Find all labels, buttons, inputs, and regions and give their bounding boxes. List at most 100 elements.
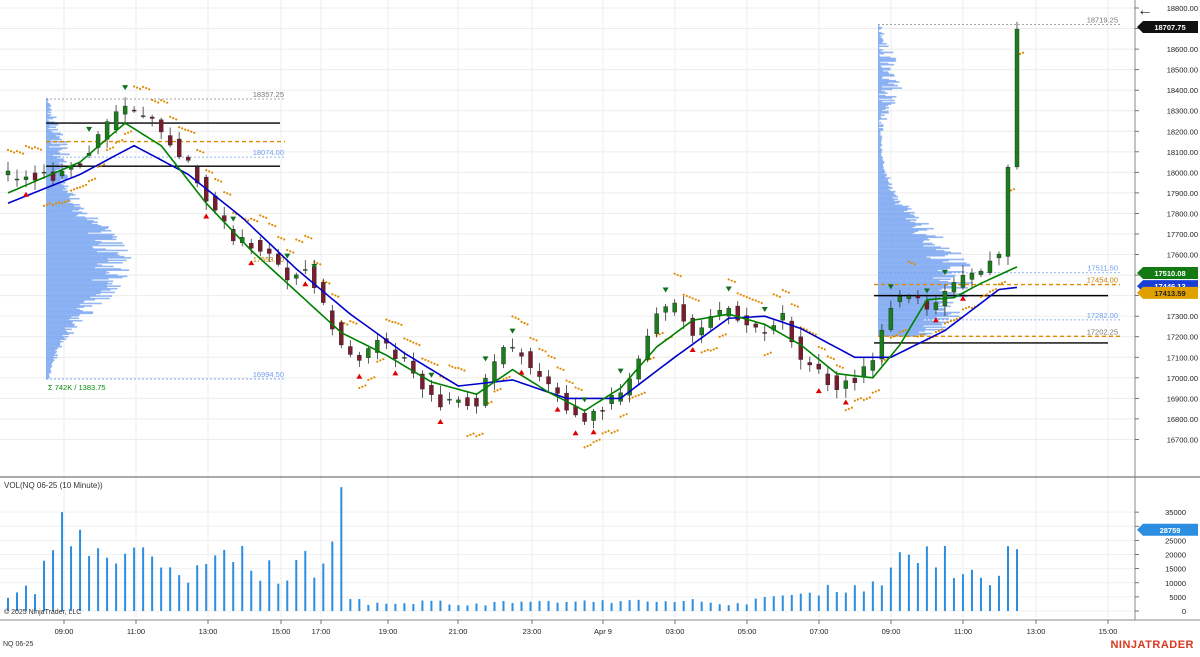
candle-body xyxy=(825,373,831,385)
profile-bar-session1 xyxy=(46,365,53,368)
profile-bar-session1 xyxy=(46,162,59,164)
volume-bar xyxy=(331,541,334,611)
psar-dot xyxy=(676,273,679,277)
profile-bar-session2 xyxy=(878,185,891,188)
candle-body xyxy=(357,354,362,361)
profile-bar-session1 xyxy=(46,374,50,376)
time-axis-label: 07:00 xyxy=(810,627,829,636)
profile-bar-session2 xyxy=(878,156,883,158)
psar-dot xyxy=(160,99,163,102)
profile-bar-session1 xyxy=(46,269,130,271)
volume-bar xyxy=(1006,546,1009,611)
candle-body xyxy=(131,109,137,112)
profile-bar-session1 xyxy=(46,189,63,191)
psar-dot xyxy=(151,98,154,102)
psar-dot xyxy=(163,100,166,103)
profile-bar-session2 xyxy=(878,203,896,205)
profile-bar-session2 xyxy=(878,291,952,294)
profile-bar-session1 xyxy=(46,224,102,227)
psar-dot xyxy=(400,323,403,326)
psar-dot xyxy=(769,351,772,354)
volume-bar xyxy=(295,559,298,611)
profile-bar-session2 xyxy=(878,305,951,308)
volume-bar xyxy=(529,601,532,611)
psar-dot xyxy=(63,200,67,204)
candle-body xyxy=(780,313,785,321)
profile-bar-session1 xyxy=(46,349,56,352)
profile-bar-session2 xyxy=(878,177,891,179)
psar-dot xyxy=(673,272,676,275)
psar-dot xyxy=(111,146,115,149)
profile-bar-session1 xyxy=(46,310,83,312)
psar-dot xyxy=(1021,51,1025,54)
volume-bar xyxy=(250,570,253,611)
candle-body xyxy=(474,397,479,407)
profile-bar-session1 xyxy=(46,335,69,338)
sell-signal-marker xyxy=(581,397,588,403)
time-axis-label: 23:00 xyxy=(523,627,542,636)
profile-bar-session1 xyxy=(46,120,50,122)
copyright-text: © 2025 NinjaTrader, LLC xyxy=(4,609,82,616)
profile-bar-session2 xyxy=(878,314,949,316)
profile-bar-session2 xyxy=(878,109,883,112)
profile-bar-session2 xyxy=(878,155,882,157)
profile-bar-session2 xyxy=(878,26,883,29)
psar-dot xyxy=(748,297,751,300)
volume-bar xyxy=(133,547,136,611)
back-arrow-icon[interactable]: ← xyxy=(1137,2,1153,19)
psar-dot xyxy=(577,387,580,390)
profile-bar-session2 xyxy=(878,116,882,119)
last-price-badge: 17510.08 xyxy=(1137,267,1198,280)
profile-bar-session2 xyxy=(878,162,884,165)
profile-bar-session2 xyxy=(878,76,883,78)
psar-dot xyxy=(75,187,79,190)
psar-dot xyxy=(562,368,565,372)
volume-bar xyxy=(340,487,343,611)
psar-dot xyxy=(544,350,547,353)
buy-signal-marker xyxy=(842,399,849,405)
profile-bar-session1 xyxy=(46,311,94,313)
psar-dot xyxy=(634,395,637,398)
profile-bar-session2 xyxy=(878,231,916,234)
psar-dot xyxy=(913,263,916,266)
candle-body xyxy=(501,347,506,365)
profile-bar-session2 xyxy=(878,147,881,150)
profile-bar-session2 xyxy=(878,139,882,141)
volume-bar xyxy=(430,600,433,611)
profile-bar-session2 xyxy=(878,307,946,310)
psar-dot xyxy=(535,339,538,342)
profile-bar-session2 xyxy=(878,99,895,102)
profile-bar-session2 xyxy=(878,136,882,139)
psar-dot xyxy=(718,335,721,338)
profile-bar-session1 xyxy=(46,107,51,110)
volume-bar xyxy=(358,599,361,611)
psar-dot xyxy=(601,432,604,435)
psar-dot xyxy=(526,323,529,326)
time-axis-label: 13:00 xyxy=(199,627,218,636)
candle-body xyxy=(429,384,434,395)
profile-bar-session2 xyxy=(878,187,893,189)
slow-ma-line xyxy=(7,144,1018,400)
psar-dot xyxy=(1003,280,1007,284)
candle-body xyxy=(231,229,236,242)
profile-bar-session2 xyxy=(878,140,882,142)
profile-bar-session2 xyxy=(878,209,908,211)
profile-bar-session2 xyxy=(878,91,886,93)
profile-bar-session2 xyxy=(878,304,938,306)
volume-bar xyxy=(907,554,910,611)
psar-dot xyxy=(919,334,923,337)
volume-bar xyxy=(493,601,496,611)
psar-dot xyxy=(463,369,466,372)
profile-bar-session1 xyxy=(46,367,51,370)
candle-body xyxy=(167,135,173,146)
psar-dot xyxy=(619,415,622,418)
psar-dot xyxy=(27,146,31,149)
volume-bar xyxy=(673,602,676,611)
sell-signal-marker xyxy=(284,253,291,259)
profile-bar-session2 xyxy=(878,160,884,162)
psar-dot xyxy=(943,322,947,325)
profile-bar-session2 xyxy=(878,268,948,271)
volume-bars xyxy=(7,487,1018,611)
